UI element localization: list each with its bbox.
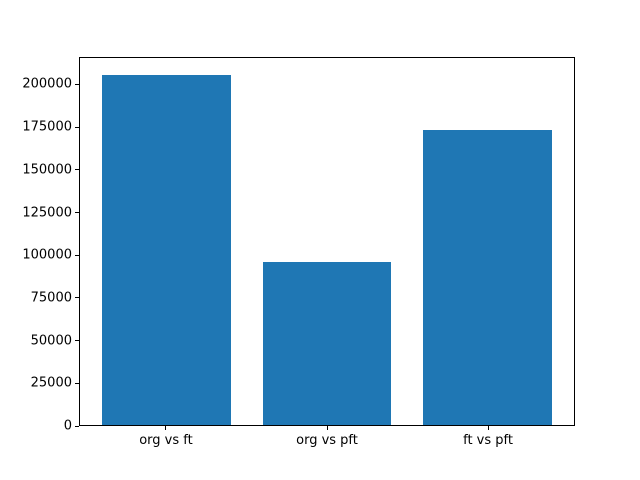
y-tick-mark-200000 xyxy=(75,83,79,85)
y-tick-mark-25000 xyxy=(75,382,79,384)
x-tick-label-ft-vs-pft: ft vs pft xyxy=(463,433,513,448)
x-tick-mark-org-vs-pft xyxy=(326,426,328,430)
x-tick-mark-ft-vs-pft xyxy=(487,426,489,430)
y-tick-mark-50000 xyxy=(75,340,79,342)
x-tick-label-org-vs-ft: org vs ft xyxy=(139,433,193,448)
y-tick-mark-100000 xyxy=(75,254,79,256)
y-tick-label-50000: 50000 xyxy=(30,333,72,349)
y-tick-mark-125000 xyxy=(75,212,79,214)
y-tick-label-200000: 200000 xyxy=(22,76,72,92)
y-tick-label-125000: 125000 xyxy=(22,205,72,221)
y-tick-mark-175000 xyxy=(75,126,79,128)
y-tick-label-100000: 100000 xyxy=(22,247,72,263)
y-tick-label-75000: 75000 xyxy=(30,290,72,306)
y-tick-label-150000: 150000 xyxy=(22,162,72,178)
bar-org-vs-ft xyxy=(102,75,231,425)
bar-ft-vs-pft xyxy=(423,130,552,425)
y-tick-mark-0 xyxy=(75,425,79,427)
bar-org-vs-pft xyxy=(262,262,392,425)
y-tick-mark-150000 xyxy=(75,169,79,171)
y-tick-label-0: 0 xyxy=(63,418,72,434)
plot-area xyxy=(79,57,575,426)
y-tick-mark-75000 xyxy=(75,297,79,299)
y-tick-label-175000: 175000 xyxy=(22,119,72,135)
x-tick-label-org-vs-pft: org vs pft xyxy=(296,433,358,448)
x-tick-mark-org-vs-ft xyxy=(165,426,167,430)
y-tick-label-25000: 25000 xyxy=(30,375,72,391)
